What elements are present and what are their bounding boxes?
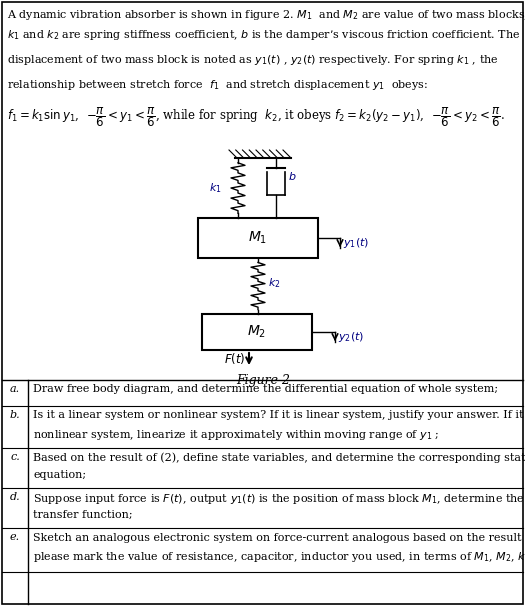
Text: A dynamic vibration absorber is shown in figure 2. $M_1$  and $M_2$ are value of: A dynamic vibration absorber is shown in…	[7, 8, 525, 22]
Text: please mark the value of resistance, capacitor, inductor you used, in terms of $: please mark the value of resistance, cap…	[33, 550, 525, 564]
Text: Is it a linear system or nonlinear system? If it is linear system, justify your : Is it a linear system or nonlinear syste…	[33, 410, 525, 420]
Text: $y_2(t)$: $y_2(t)$	[338, 330, 364, 344]
Text: $M_2$: $M_2$	[247, 324, 267, 340]
Text: $b$: $b$	[288, 170, 297, 182]
Text: relationship between stretch force  $f_1$  and stretch displacement $y_1$  obeys: relationship between stretch force $f_1$…	[7, 78, 428, 92]
Text: $k_1$: $k_1$	[209, 181, 222, 195]
Text: $k_1$ and $k_2$ are spring stiffness coefficient, $b$ is the damper’s viscous fr: $k_1$ and $k_2$ are spring stiffness coe…	[7, 28, 520, 42]
Text: Sketch an analogous electronic system on force-current analogous based on the re: Sketch an analogous electronic system on…	[33, 532, 525, 542]
Text: e.: e.	[10, 532, 20, 542]
Text: Based on the result of (2), define state variables, and determine the correspond: Based on the result of (2), define state…	[33, 452, 525, 462]
Text: a.: a.	[10, 384, 20, 394]
Bar	[198, 218, 318, 258]
Text: Figure 2: Figure 2	[236, 374, 290, 387]
Text: $F(t)$: $F(t)$	[225, 351, 246, 366]
Bar	[202, 314, 312, 350]
Text: $M_1$: $M_1$	[248, 230, 268, 246]
Text: Suppose input force is $F(t)$, output $y_1(t)$ is the position of mass block $M_: Suppose input force is $F(t)$, output $y…	[33, 492, 525, 506]
Text: b.: b.	[9, 410, 20, 420]
Text: d.: d.	[9, 492, 20, 502]
Text: $f_1 = k_1 \sin y_1$,  $-\dfrac{\pi}{6} < y_1 < \dfrac{\pi}{6}$, while for sprin: $f_1 = k_1 \sin y_1$, $-\dfrac{\pi}{6} <…	[7, 105, 505, 128]
Text: equation;: equation;	[33, 470, 86, 480]
Text: transfer function;: transfer function;	[33, 510, 133, 520]
Text: $y_1(t)$: $y_1(t)$	[343, 236, 369, 250]
Text: Draw free body diagram, and determine the differential equation of whole system;: Draw free body diagram, and determine th…	[33, 384, 498, 394]
Text: $k_2$: $k_2$	[268, 276, 280, 290]
Text: nonlinear system, linearize it approximately within moving range of $y_1$ ;: nonlinear system, linearize it approxima…	[33, 428, 439, 442]
Text: c.: c.	[10, 452, 20, 462]
Text: displacement of two mass block is noted as $y_1(t)$ , $y_2(t)$ respectively. For: displacement of two mass block is noted …	[7, 53, 499, 67]
